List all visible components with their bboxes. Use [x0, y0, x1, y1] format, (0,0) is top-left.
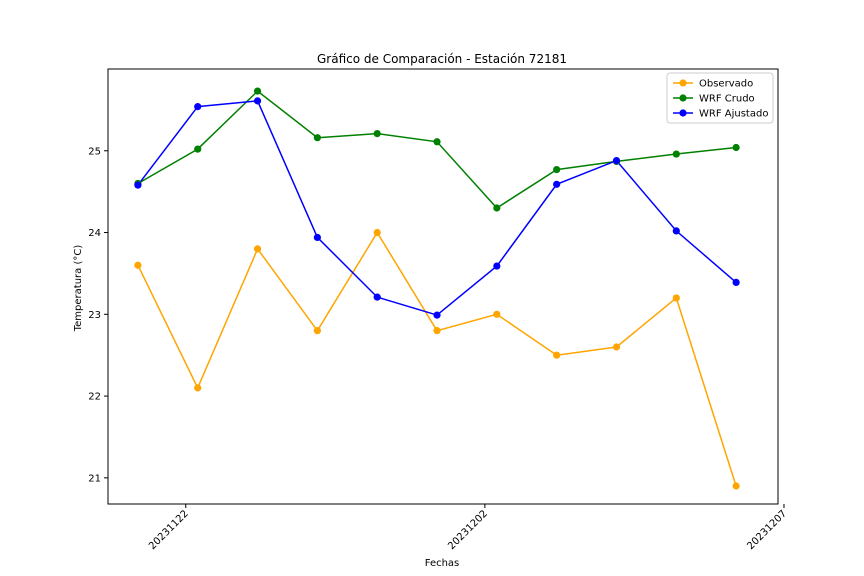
- data-point: [134, 261, 142, 269]
- data-point: [732, 482, 740, 490]
- data-point: [672, 294, 680, 302]
- data-point: [194, 145, 202, 153]
- data-point: [373, 129, 381, 138]
- data-point: [732, 143, 740, 152]
- data-point: [612, 343, 621, 351]
- data-point: [433, 138, 441, 146]
- data-point: [313, 134, 321, 142]
- legend-label: WRF Ajustado: [699, 109, 768, 120]
- y-axis-ticks: 21 22 23 24 25: [88, 146, 108, 484]
- data-point: [194, 103, 202, 111]
- data-point: [493, 204, 501, 212]
- legend-label: WRF Crudo: [699, 94, 755, 105]
- data-point: [134, 181, 142, 189]
- data-point: [373, 228, 381, 237]
- data-point: [253, 97, 262, 105]
- data-point: [194, 384, 202, 392]
- data-point: [672, 227, 680, 235]
- y-tick-label: 24: [88, 228, 101, 239]
- y-tick-label: 25: [88, 146, 101, 157]
- legend: Observado WRF Crudo WRF Ajustado: [666, 72, 774, 124]
- data-point: [253, 245, 262, 253]
- data-point: [553, 351, 561, 359]
- data-point: [433, 311, 441, 319]
- data-point: [732, 278, 740, 287]
- legend-marker: [679, 109, 687, 117]
- data-point: [313, 233, 321, 242]
- plot-area: [107, 68, 779, 505]
- y-axis-label: Temperatura (°C): [73, 245, 84, 333]
- data-point: [493, 262, 501, 270]
- data-point: [672, 150, 680, 158]
- data-point: [373, 293, 381, 301]
- series-points: [134, 87, 740, 490]
- legend-box: [666, 72, 774, 124]
- data-point: [313, 327, 321, 335]
- legend-marker: [679, 94, 687, 102]
- data-point: [612, 156, 621, 165]
- data-point: [553, 165, 561, 174]
- data-point: [493, 310, 501, 318]
- chart-title: Gráfico de Comparación - Estación 72181: [317, 52, 567, 66]
- legend-label: Observado: [699, 79, 753, 90]
- x-axis-label: Fechas: [425, 558, 460, 569]
- y-tick-label: 21: [88, 473, 101, 484]
- legend-marker: [679, 79, 687, 87]
- data-point: [553, 180, 561, 188]
- y-tick-label: 23: [88, 310, 101, 321]
- data-point: [433, 327, 441, 335]
- data-point: [253, 87, 262, 95]
- y-tick-label: 22: [88, 392, 101, 403]
